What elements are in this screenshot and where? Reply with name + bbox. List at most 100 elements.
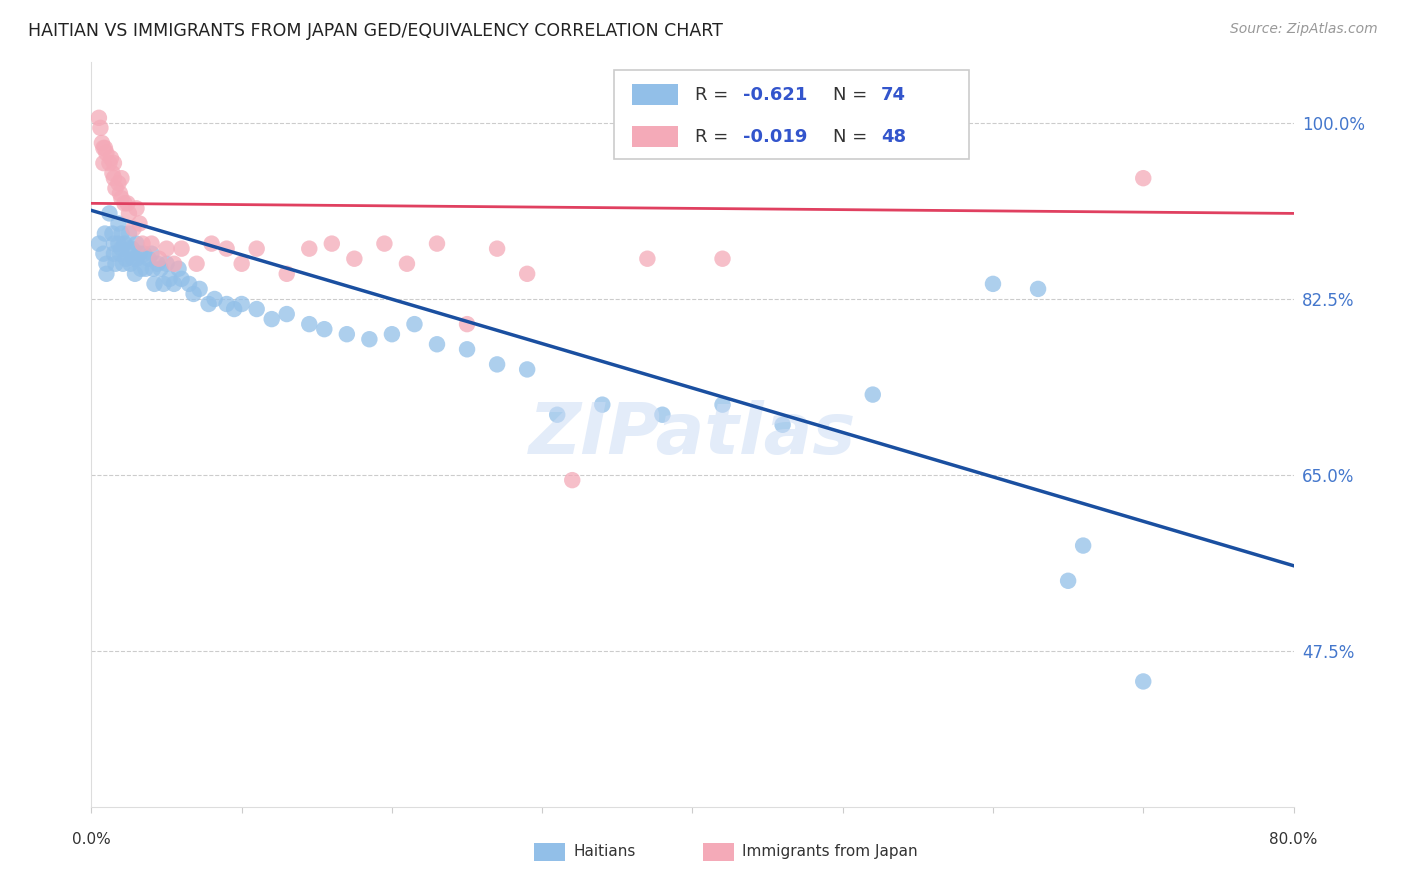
- Point: [101, 227, 124, 241]
- Point: [93, 246, 115, 260]
- Point: [146, 257, 169, 271]
- Point: [1057, 574, 1080, 588]
- Point: [1071, 539, 1094, 553]
- Point: [1132, 171, 1154, 186]
- Text: Source: ZipAtlas.com: Source: ZipAtlas.com: [1230, 22, 1378, 37]
- Point: [711, 398, 734, 412]
- Point: [204, 292, 226, 306]
- Point: [314, 322, 336, 336]
- Point: [143, 277, 166, 291]
- Point: [89, 120, 111, 135]
- Point: [115, 252, 138, 266]
- Point: [100, 151, 122, 165]
- Text: 48: 48: [882, 128, 907, 146]
- Point: [260, 312, 283, 326]
- Point: [101, 166, 124, 180]
- Point: [215, 297, 238, 311]
- Point: [108, 246, 131, 260]
- Point: [104, 181, 127, 195]
- Point: [231, 257, 253, 271]
- Point: [1026, 282, 1049, 296]
- Point: [104, 257, 127, 271]
- Point: [142, 261, 165, 276]
- Text: Immigrants from Japan: Immigrants from Japan: [742, 845, 918, 859]
- Point: [103, 236, 125, 251]
- Point: [456, 343, 478, 357]
- Point: [456, 317, 478, 331]
- Point: [1132, 674, 1154, 689]
- Point: [167, 261, 190, 276]
- Point: [94, 141, 117, 155]
- Point: [98, 206, 121, 220]
- Point: [298, 242, 321, 256]
- Point: [155, 257, 177, 271]
- Point: [107, 176, 129, 190]
- Point: [298, 317, 321, 331]
- Point: [404, 317, 426, 331]
- Point: [336, 327, 359, 342]
- Bar: [633, 85, 678, 105]
- Point: [103, 246, 125, 260]
- Point: [149, 261, 172, 276]
- Point: [155, 242, 177, 256]
- Point: [131, 236, 153, 251]
- Point: [110, 242, 132, 256]
- Point: [373, 236, 395, 251]
- Point: [224, 301, 246, 316]
- Text: 0.0%: 0.0%: [72, 832, 111, 847]
- Point: [107, 217, 129, 231]
- Point: [152, 277, 174, 291]
- Point: [141, 246, 163, 260]
- Point: [98, 156, 121, 170]
- Point: [111, 257, 134, 271]
- Bar: [633, 127, 678, 147]
- Point: [170, 242, 193, 256]
- Point: [132, 246, 155, 260]
- Point: [381, 327, 404, 342]
- Point: [114, 236, 136, 251]
- Text: N =: N =: [834, 128, 873, 146]
- Point: [118, 206, 141, 220]
- Point: [117, 196, 139, 211]
- Point: [94, 227, 117, 241]
- Point: [118, 227, 141, 241]
- Point: [186, 257, 208, 271]
- Point: [276, 307, 298, 321]
- Point: [129, 261, 152, 276]
- Point: [183, 287, 205, 301]
- Point: [486, 358, 509, 372]
- Point: [93, 141, 115, 155]
- Point: [141, 236, 163, 251]
- Text: -0.019: -0.019: [742, 128, 807, 146]
- Point: [90, 136, 112, 150]
- Point: [148, 252, 170, 266]
- Point: [163, 257, 186, 271]
- Point: [138, 252, 160, 266]
- Point: [561, 473, 583, 487]
- Point: [110, 171, 132, 186]
- Point: [636, 252, 658, 266]
- Point: [121, 242, 143, 256]
- Point: [120, 257, 142, 271]
- Text: N =: N =: [834, 86, 873, 103]
- Point: [246, 301, 269, 316]
- Point: [359, 332, 381, 346]
- Point: [163, 277, 186, 291]
- Point: [177, 277, 200, 291]
- Text: ZIPatlas: ZIPatlas: [529, 401, 856, 469]
- Point: [96, 267, 118, 281]
- Point: [170, 272, 193, 286]
- Point: [124, 267, 146, 281]
- Point: [188, 282, 211, 296]
- Point: [197, 297, 219, 311]
- Point: [125, 236, 148, 251]
- Point: [87, 111, 110, 125]
- Point: [276, 267, 298, 281]
- Point: [591, 398, 613, 412]
- Point: [122, 221, 145, 235]
- Point: [772, 417, 794, 432]
- Point: [125, 252, 148, 266]
- Point: [516, 267, 538, 281]
- Point: [128, 246, 150, 260]
- Point: [981, 277, 1004, 291]
